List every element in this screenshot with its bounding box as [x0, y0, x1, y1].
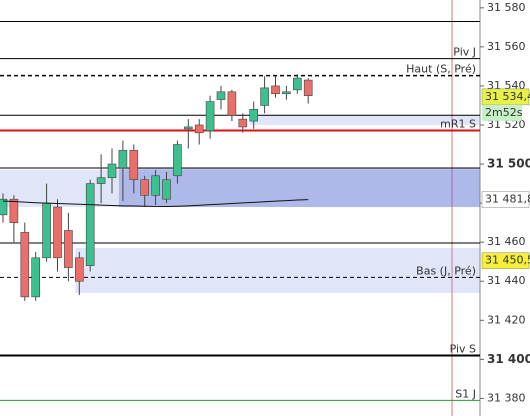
price-tag-label: 31 534,4	[485, 90, 530, 103]
level-label: Bas (J, Pré)	[416, 264, 476, 277]
y-tick-label: 31 380	[487, 391, 526, 404]
candle-body	[75, 257, 84, 282]
candle-body	[216, 91, 226, 100]
candle-body	[64, 230, 73, 268]
zone	[0, 169, 480, 208]
price-tag	[481, 191, 530, 208]
level-label: Piv S	[450, 342, 476, 355]
candle-body	[292, 77, 302, 91]
price-tag-label: 31 481,8	[485, 193, 530, 206]
y-tick-label: 31 580	[487, 1, 526, 14]
moving-average	[2, 199, 309, 207]
candle-body	[282, 91, 291, 95]
candle-body	[184, 126, 193, 130]
y-tick-label: 31 560	[487, 40, 526, 53]
candle-body	[303, 79, 313, 96]
level-label: S1 J	[455, 387, 476, 400]
price-tag-label: 31 450,5	[485, 254, 530, 267]
y-tick-label: 31 440	[487, 274, 526, 287]
candle-body	[9, 198, 19, 223]
zone	[75, 248, 481, 293]
timer-box	[482, 104, 522, 121]
candle-body	[238, 118, 248, 128]
y-tick-label: 31 500	[487, 157, 530, 171]
candle-body	[53, 206, 62, 259]
candle-body	[271, 85, 280, 95]
candle-body	[194, 124, 204, 134]
y-tick-label: 31 520	[487, 118, 526, 131]
candle-body	[140, 179, 149, 196]
candle-body	[20, 232, 30, 298]
level-label: mR1 S	[440, 117, 476, 130]
candle-body	[260, 87, 269, 106]
price-tag	[481, 252, 530, 269]
candle-body	[162, 179, 171, 200]
candle-body	[118, 150, 128, 169]
candle-body	[151, 175, 160, 196]
y-tick-label: 31 400	[487, 352, 530, 366]
candle-body	[129, 150, 139, 180]
zone	[118, 167, 481, 208]
candle-body	[173, 144, 182, 177]
candle-body	[0, 198, 8, 216]
candle-body	[96, 177, 106, 184]
candle-body	[249, 109, 258, 122]
timer: 2m52s	[485, 106, 523, 119]
zone	[249, 115, 480, 125]
candle-body	[31, 257, 41, 298]
candle-body	[227, 91, 237, 116]
plot-area	[0, 0, 480, 416]
level-label: Haut (S, Pré)	[406, 63, 476, 76]
candle-body	[205, 101, 215, 132]
candle-body	[85, 183, 95, 266]
y-tick-label: 31 460	[487, 235, 526, 248]
candle-body	[107, 163, 117, 179]
level-label: Piv J	[453, 46, 476, 59]
y-tick-label: 31 420	[487, 313, 526, 326]
candle-body	[42, 202, 51, 259]
